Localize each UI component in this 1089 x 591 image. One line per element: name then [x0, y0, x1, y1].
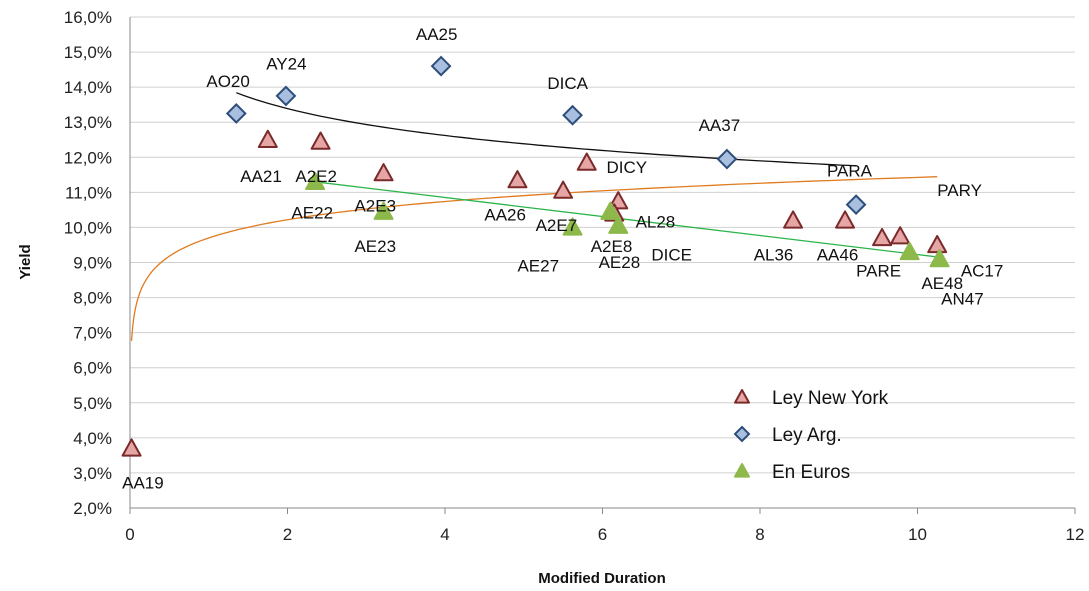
- point-label-19: PARA: [827, 162, 873, 181]
- point-label-8: AE22: [291, 204, 333, 223]
- y-tick-5: 7,0%: [73, 324, 112, 343]
- point-label-6: AA21: [240, 167, 282, 186]
- point-2-2: [562, 217, 583, 236]
- point-label-11: AA26: [484, 205, 526, 224]
- point-1-1: [275, 85, 297, 107]
- point-2-1: [373, 201, 394, 220]
- point-label-17: AE27: [517, 256, 559, 275]
- point-2-6: [929, 248, 950, 268]
- axes: [129, 17, 1076, 514]
- y-tick-labels: 2,0% 3,0% 4,0% 5,0% 6,0% 7,0% 8,0% 9,0% 10,0% 11,…: [64, 8, 112, 518]
- point-1-0: [225, 103, 247, 124]
- point-2-5: [899, 241, 920, 261]
- point-label-14: AL28: [636, 212, 676, 231]
- point-0-9: [783, 210, 804, 229]
- y-tick-12: 14,0%: [64, 78, 112, 97]
- x-tick-3: 6: [598, 525, 607, 544]
- x-tick-labels: 0 2 4 6 8 10 12: [125, 525, 1084, 544]
- point-0-10: [835, 210, 856, 229]
- x-tick-2: 4: [440, 525, 449, 544]
- point-0-3: [373, 163, 394, 182]
- point-0-6: [576, 152, 597, 171]
- x-tick-1: 2: [283, 525, 292, 544]
- point-label-21: AL36: [754, 246, 794, 265]
- point-label-4: DICA: [547, 74, 588, 93]
- y-tick-7: 9,0%: [73, 254, 112, 273]
- point-label-1: AO20: [206, 72, 249, 91]
- legend-marker-2: [734, 463, 750, 478]
- y-tick-13: 15,0%: [64, 43, 112, 62]
- point-label-10: AE23: [354, 237, 396, 256]
- point-label-12: A2E7: [536, 216, 578, 235]
- point-label-0: AA19: [122, 474, 164, 493]
- point-label-13: DICY: [606, 158, 647, 177]
- y-tick-4: 6,0%: [73, 359, 112, 378]
- point-label-22: AA46: [817, 246, 859, 265]
- y-tick-3: 5,0%: [73, 394, 112, 413]
- y-tick-2: 4,0%: [73, 429, 112, 448]
- point-label-25: AE48: [921, 274, 963, 293]
- trendlines: [130, 92, 940, 341]
- trendline-2: [315, 181, 940, 258]
- point-2-4: [608, 215, 629, 234]
- point-0-5: [553, 180, 574, 199]
- x-tick-0: 0: [125, 525, 134, 544]
- x-axis-title: Modified Duration: [538, 570, 666, 587]
- point-0-0: [121, 438, 142, 457]
- data-points: [121, 55, 950, 457]
- y-tick-0: 2,0%: [73, 499, 112, 518]
- legend-marker-0: [734, 389, 750, 404]
- y-tick-8: 10,0%: [64, 218, 112, 237]
- point-0-2: [310, 131, 331, 150]
- point-0-13: [927, 234, 948, 254]
- point-1-2: [430, 55, 452, 77]
- trendline-1: [130, 176, 938, 341]
- point-1-4: [716, 148, 738, 170]
- y-tick-11: 13,0%: [64, 113, 112, 132]
- y-tick-10: 12,0%: [64, 148, 112, 167]
- x-tick-6: 12: [1066, 525, 1085, 544]
- legend-label-1: Ley Arg.: [772, 425, 842, 446]
- trendline-0: [236, 92, 857, 167]
- y-axis-title: Yield: [17, 244, 34, 279]
- x-tick-4: 8: [755, 525, 764, 544]
- point-label-2: AY24: [266, 55, 306, 74]
- point-label-24: AC17: [961, 262, 1004, 281]
- point-label-20: PARY: [937, 181, 982, 200]
- point-label-5: AA37: [699, 116, 741, 135]
- point-label-26: AN47: [941, 290, 984, 309]
- point-label-7: A2E2: [295, 167, 337, 186]
- point-0-12: [890, 226, 911, 245]
- legend: Ley New York Ley Arg. En Euros: [733, 388, 889, 483]
- point-0-4: [507, 170, 528, 189]
- y-tick-9: 11,0%: [65, 183, 112, 202]
- x-tick-5: 10: [908, 525, 927, 544]
- legend-label-0: Ley New York: [772, 388, 889, 409]
- point-label-23: PARE: [856, 262, 901, 281]
- y-tick-14: 16,0%: [64, 8, 112, 27]
- point-label-16: AE28: [599, 253, 641, 272]
- point-label-15: A2E8: [591, 237, 633, 256]
- point-labels: AA19 AO20 AY24 AA25 DICA AA37 AA21 A2E2 AE22 A2E3…: [122, 25, 1003, 493]
- point-0-11: [872, 227, 893, 247]
- point-2-3: [600, 201, 621, 220]
- point-1-5: [845, 194, 867, 216]
- y-tick-1: 3,0%: [73, 464, 112, 483]
- y-tick-6: 8,0%: [73, 289, 112, 308]
- point-2-0: [305, 171, 326, 191]
- point-label-18: DICE: [651, 246, 692, 265]
- point-0-1: [257, 129, 278, 148]
- point-label-3: AA25: [416, 25, 458, 44]
- point-label-9: A2E3: [354, 197, 396, 216]
- legend-marker-1: [733, 425, 751, 443]
- legend-label-2: En Euros: [772, 462, 850, 483]
- point-1-3: [562, 104, 583, 126]
